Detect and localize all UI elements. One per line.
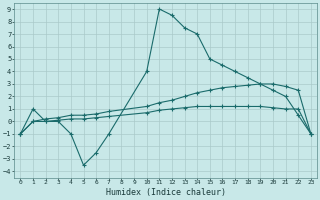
X-axis label: Humidex (Indice chaleur): Humidex (Indice chaleur) xyxy=(106,188,226,197)
